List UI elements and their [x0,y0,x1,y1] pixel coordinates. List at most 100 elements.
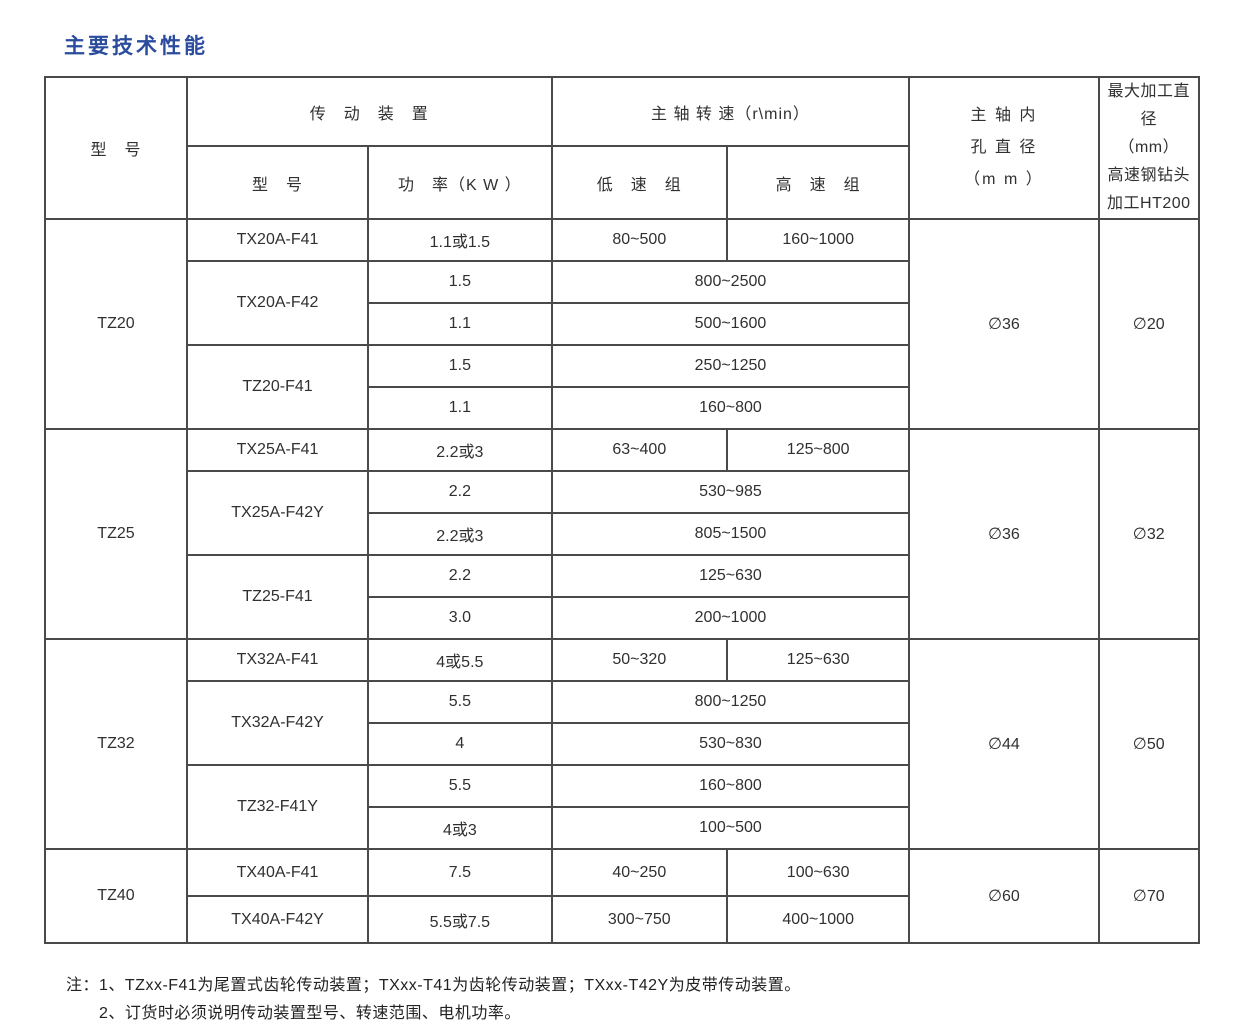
cell-max-diameter: ∅20 [1097,218,1201,430]
header-maxdia-line4: 加工HT200 [1107,195,1191,212]
cell-power: 2.2 [367,470,553,514]
cell-power: 4 [367,722,553,766]
header-bore-line1: 主 轴 内 [970,107,1038,124]
header-high-speed: 高 速 组 [725,145,911,220]
header-bore-diameter: 主 轴 内 孔 直 径 （m m ） [908,76,1100,220]
cell-bore-diameter: ∅36 [908,428,1100,640]
cell-drive-model: TX32A-F41 [185,638,370,682]
header-maxdia-line2: （mm） [1118,139,1180,156]
cell-high-speed: 125~630 [725,638,911,682]
cell-max-diameter: ∅50 [1097,638,1201,850]
cell-high-speed: 125~800 [725,428,911,472]
cell-power: 7.5 [367,848,553,897]
table-row: TZ25 TX25A-F41 2.2或3 63~400 125~800 ∅36 … [44,428,1201,640]
cell-power: 5.5 [367,680,553,724]
header-model: 型 号 [44,76,188,220]
cell-low-speed: 80~500 [550,218,729,262]
table-row: TZ20 TX20A-F41 1.1或1.5 80~500 160~1000 ∅… [44,218,1201,430]
cell-drive-model: TX40A-F41 [185,848,370,897]
cell-power: 1.1 [367,386,553,430]
cell-low-speed: 40~250 [550,848,729,897]
table-row: 1.1 160~800 [45,386,1199,430]
cell-max-diameter: ∅32 [1097,428,1201,640]
table-row: TX40A-F42Y 5.5或7.5 300~750 400~1000 [45,895,1199,944]
cell-high-speed: 400~1000 [725,895,911,944]
cell-power: 2.2或3 [367,428,553,472]
cell-speed-range: 500~1600 [550,302,911,346]
header-bore-line3: （m m ） [964,171,1044,188]
cell-speed-range: 530~985 [550,470,911,514]
cell-group-model: TZ25 [44,428,188,640]
cell-drive-model: TZ25-F41 [185,554,370,640]
cell-group-model: TZ20 [44,218,188,430]
table-row: TZ40 TX40A-F41 7.5 40~250 100~630 ∅60 ∅7… [44,848,1201,944]
page-title: 主要技术性能 [64,35,208,58]
footnotes: 注：1、TZxx-F41为尾置式齿轮传动装置；TXxx-T41为齿轮传动装置；T… [66,972,1204,1028]
cell-speed-range: 200~1000 [550,596,911,640]
cell-drive-model: TX20A-F41 [185,218,370,262]
cell-power: 1.1 [367,302,553,346]
table-body: TZ20 TX20A-F41 1.1或1.5 80~500 160~1000 ∅… [44,218,1201,944]
cell-speed-range: 800~2500 [550,260,911,304]
cell-group-model: TZ40 [44,848,188,944]
table-row: TZ25-F41 2.2 125~630 [45,554,1199,640]
table-row: 2.2或3 805~1500 [45,512,1199,556]
table-row: TX25A-F42Y 2.2 530~985 [45,470,1199,556]
cell-drive-model: TZ32-F41Y [185,764,370,850]
table-row: 4 530~830 [45,722,1199,766]
table-row: 1.1 500~1600 [45,302,1199,346]
header-maxdia-line1: 最大加工直径 [1107,83,1191,128]
cell-low-speed: 63~400 [550,428,729,472]
note-line-1: 注：1、TZxx-F41为尾置式齿轮传动装置；TXxx-T41为齿轮传动装置；T… [66,977,801,994]
table-row: TX32A-F42Y 5.5 800~1250 [45,680,1199,766]
cell-speed-range: 160~800 [550,764,911,808]
cell-drive-model: TX32A-F42Y [185,680,370,766]
cell-power: 1.1或1.5 [367,218,553,262]
cell-power: 2.2或3 [367,512,553,556]
cell-speed-range: 125~630 [550,554,911,598]
header-maxdia-line3: 高速钢钻头 [1107,167,1191,184]
cell-bore-diameter: ∅60 [908,848,1100,944]
cell-drive-model: TX20A-F42 [185,260,370,346]
cell-power: 5.5 [367,764,553,808]
cell-drive-model: TX25A-F42Y [185,470,370,556]
cell-group-model: TZ32 [44,638,188,850]
note-line-2: 2、订货时必须说明传动装置型号、转速范围、电机功率。 [99,1005,521,1022]
cell-high-speed: 100~630 [725,848,911,897]
cell-speed-range: 800~1250 [550,680,911,724]
cell-speed-range: 530~830 [550,722,911,766]
table-row: TZ32 TX32A-F41 4或5.5 50~320 125~630 ∅44 … [44,638,1201,850]
header-power: 功 率（K W ） [367,145,553,220]
cell-power: 5.5或7.5 [367,895,553,944]
cell-power: 4或3 [367,806,553,850]
cell-power: 1.5 [367,344,553,388]
header-low-speed: 低 速 组 [550,145,729,220]
cell-drive-model: TX40A-F42Y [185,895,370,944]
cell-speed-range: 100~500 [550,806,911,850]
header-transmission-model: 型 号 [185,145,370,220]
cell-power: 1.5 [367,260,553,304]
cell-speed-range: 250~1250 [550,344,911,388]
header-spindle-speed: 主 轴 转 速（r\min） [550,75,911,148]
table-row: 4或3 100~500 [45,806,1199,850]
cell-max-diameter: ∅70 [1097,848,1201,944]
table-row: TZ20-F41 1.5 250~1250 [45,344,1199,430]
header-bore-line2: 孔 直 径 [970,139,1038,156]
header-max-diameter: 最大加工直径 （mm） 高速钢钻头 加工HT200 [1097,76,1201,220]
spec-table: 型 号 传 动 装 置 主 轴 转 速（r\min） 主 轴 内 孔 直 径 （… [44,75,1201,944]
cell-power: 4或5.5 [367,638,553,682]
cell-high-speed: 160~1000 [725,218,911,262]
header-transmission: 传 动 装 置 [185,75,553,148]
cell-speed-range: 160~800 [550,386,911,430]
cell-power: 2.2 [367,554,553,598]
cell-low-speed: 50~320 [550,638,729,682]
cell-speed-range: 805~1500 [550,512,911,556]
table-row: TZ32-F41Y 5.5 160~800 [45,764,1199,850]
cell-low-speed: 300~750 [550,895,729,944]
cell-drive-model: TZ20-F41 [185,344,370,430]
table-row: 3.0 200~1000 [45,596,1199,640]
cell-drive-model: TX25A-F41 [185,428,370,472]
cell-power: 3.0 [367,596,553,640]
table-header: 型 号 传 动 装 置 主 轴 转 速（r\min） 主 轴 内 孔 直 径 （… [44,75,1201,220]
